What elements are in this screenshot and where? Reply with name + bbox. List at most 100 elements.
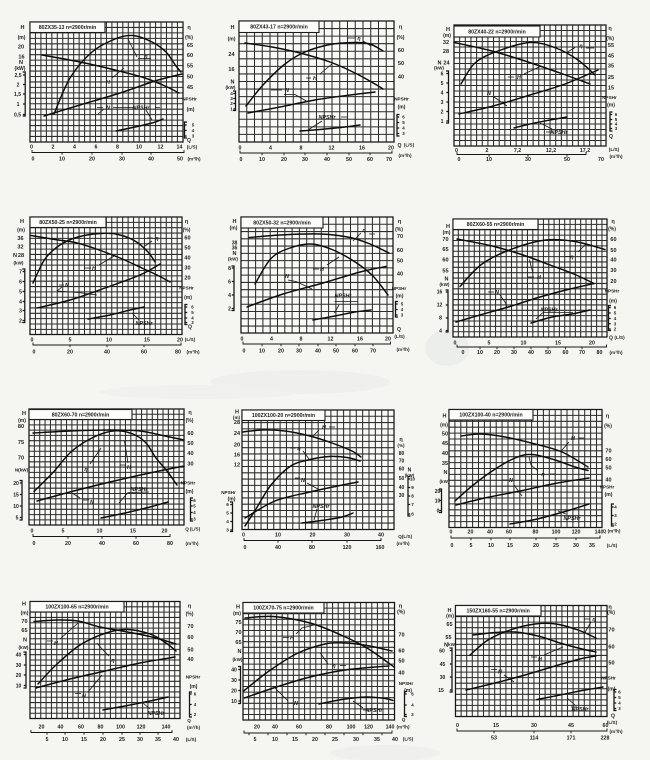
svg-text:10: 10 xyxy=(435,498,441,504)
svg-text:10: 10 xyxy=(275,532,281,538)
svg-text:60: 60 xyxy=(399,466,405,472)
svg-text:30: 30 xyxy=(184,266,190,272)
svg-text:η: η xyxy=(357,36,361,42)
svg-text:η: η xyxy=(606,414,610,420)
svg-text:100ZX100-20 n=2900r/min: 100ZX100-20 n=2900r/min xyxy=(252,413,315,419)
svg-text:η: η xyxy=(398,219,402,225)
svg-text:60: 60 xyxy=(78,724,84,730)
svg-text:N: N xyxy=(301,478,305,484)
svg-text:40: 40 xyxy=(184,256,190,262)
svg-text:(m): (m) xyxy=(230,225,238,231)
svg-text:0: 0 xyxy=(240,157,243,163)
svg-text:(m): (m) xyxy=(440,422,448,428)
svg-text:5: 5 xyxy=(62,528,65,534)
svg-text:40: 40 xyxy=(397,272,403,278)
svg-text:0: 0 xyxy=(437,508,440,514)
svg-text:N: N xyxy=(238,649,242,655)
svg-text:60: 60 xyxy=(296,724,302,730)
svg-text:(m³/h): (m³/h) xyxy=(609,350,622,355)
svg-text:Q: Q xyxy=(188,324,192,330)
svg-text:100ZX100-40 n=2900r/min: 100ZX100-40 n=2900r/min xyxy=(459,413,522,419)
svg-text:10: 10 xyxy=(59,156,65,162)
svg-text:60: 60 xyxy=(398,48,404,54)
svg-text:5: 5 xyxy=(193,504,196,509)
svg-text:35: 35 xyxy=(589,543,595,549)
svg-text:NPSHr: NPSHr xyxy=(312,504,330,510)
svg-text:80: 80 xyxy=(18,424,24,430)
svg-text:4: 4 xyxy=(230,91,233,96)
svg-text:NPSHr: NPSHr xyxy=(130,487,148,493)
svg-text:4: 4 xyxy=(19,299,22,305)
svg-text:NPSHr: NPSHr xyxy=(365,708,383,714)
svg-text:(L/S): (L/S) xyxy=(607,543,618,548)
svg-text:(kW): (kW) xyxy=(440,282,450,287)
svg-text:η: η xyxy=(399,437,403,443)
svg-text:20: 20 xyxy=(162,528,168,534)
svg-text:1: 1 xyxy=(230,107,233,112)
svg-text:80ZX43-17 n=2900r/min: 80ZX43-17 n=2900r/min xyxy=(250,25,308,31)
svg-text:N: N xyxy=(19,60,23,66)
svg-text:(%): (%) xyxy=(183,227,191,233)
svg-text:7: 7 xyxy=(19,269,22,275)
svg-text:40: 40 xyxy=(148,156,154,162)
svg-text:H: H xyxy=(448,608,452,614)
svg-text:40: 40 xyxy=(399,485,405,491)
svg-text:(m³/h): (m³/h) xyxy=(396,347,409,352)
svg-text:(m): (m) xyxy=(446,613,454,619)
svg-text:3: 3 xyxy=(19,308,22,314)
svg-text:60: 60 xyxy=(605,457,611,463)
svg-text:(kW): (kW) xyxy=(434,66,444,71)
svg-text:(m³/h): (m³/h) xyxy=(187,156,200,161)
svg-text:28: 28 xyxy=(234,420,240,426)
svg-text:(L/S): (L/S) xyxy=(607,720,618,725)
svg-text:(L/S): (L/S) xyxy=(185,337,196,342)
svg-text:35: 35 xyxy=(155,737,161,743)
svg-text:10: 10 xyxy=(106,337,112,343)
svg-text:Q: Q xyxy=(609,335,613,341)
svg-text:50: 50 xyxy=(605,466,611,472)
svg-text:NPSHr: NPSHr xyxy=(132,105,150,111)
svg-text:η: η xyxy=(570,254,574,260)
svg-text:32: 32 xyxy=(443,40,449,46)
svg-text:140: 140 xyxy=(595,529,604,535)
svg-text:N: N xyxy=(445,277,449,283)
svg-text:50: 50 xyxy=(610,248,616,254)
svg-text:10: 10 xyxy=(231,699,237,705)
svg-text:5: 5 xyxy=(69,337,72,343)
svg-text:8: 8 xyxy=(300,145,303,151)
svg-text:5: 5 xyxy=(614,311,617,316)
svg-text:45: 45 xyxy=(440,662,446,668)
svg-text:12,2: 12,2 xyxy=(546,148,556,154)
svg-text:70: 70 xyxy=(187,624,193,630)
svg-text:(%): (%) xyxy=(397,609,405,615)
svg-text:2,5: 2,5 xyxy=(14,73,21,79)
svg-text:40: 40 xyxy=(392,737,398,743)
svg-text:30: 30 xyxy=(344,532,350,538)
svg-text:10: 10 xyxy=(521,340,527,346)
svg-text:(L/S): (L/S) xyxy=(614,335,625,340)
svg-text:5: 5 xyxy=(191,310,194,315)
svg-text:(m): (m) xyxy=(18,35,26,41)
svg-text:10: 10 xyxy=(13,504,19,510)
svg-text:10: 10 xyxy=(97,528,103,534)
svg-text:3: 3 xyxy=(401,313,404,318)
svg-text:30: 30 xyxy=(353,737,359,743)
svg-text:20: 20 xyxy=(254,724,260,730)
svg-text:3: 3 xyxy=(614,513,617,518)
svg-text:3: 3 xyxy=(192,134,195,139)
svg-text:(kW): (kW) xyxy=(440,479,450,484)
svg-text:1: 1 xyxy=(441,119,444,125)
svg-text:0: 0 xyxy=(30,144,33,150)
svg-text:40: 40 xyxy=(187,657,193,663)
svg-text:30: 30 xyxy=(187,462,193,468)
svg-text:50: 50 xyxy=(187,648,193,654)
svg-text:6: 6 xyxy=(226,502,229,507)
svg-text:(%): (%) xyxy=(604,423,612,429)
svg-text:8: 8 xyxy=(439,315,442,321)
svg-text:(m³/h): (m³/h) xyxy=(396,541,409,546)
svg-text:60: 60 xyxy=(603,723,609,729)
svg-text:6: 6 xyxy=(95,144,98,150)
svg-text:Q: Q xyxy=(611,713,615,719)
svg-text:12: 12 xyxy=(158,144,164,150)
svg-text:5: 5 xyxy=(46,737,49,743)
